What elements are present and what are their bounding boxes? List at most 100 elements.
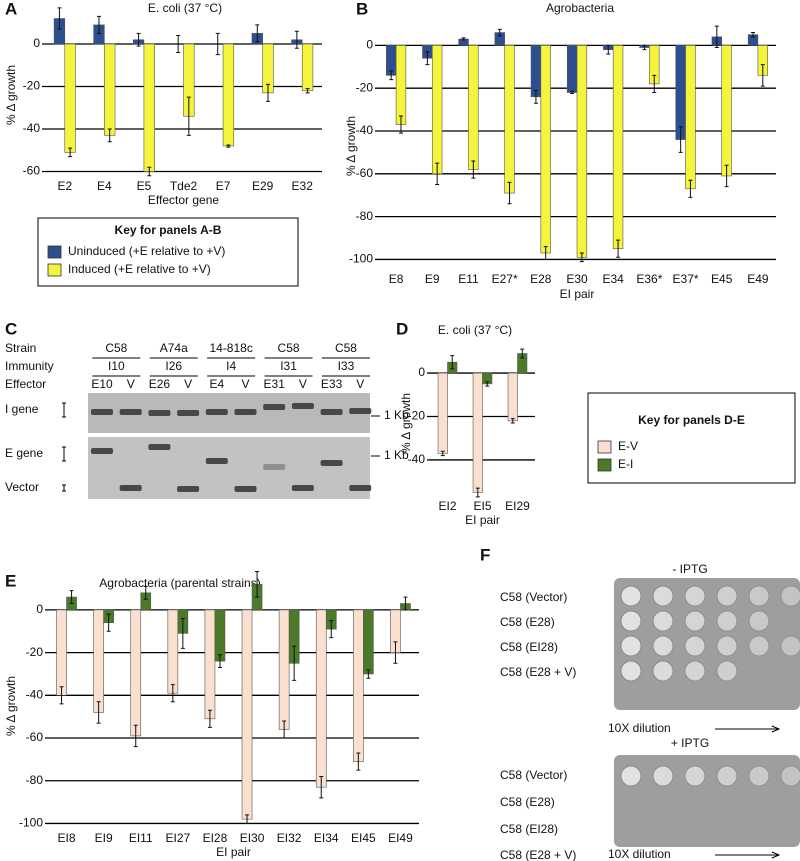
error-bar [760,64,765,87]
error-bar [176,35,181,53]
x-axis-label: EI pair [560,287,595,301]
bar [685,45,696,190]
bracket [62,402,66,418]
error-bar [751,32,756,38]
bar [56,609,67,696]
gel-band [291,485,314,491]
colony-spot [716,765,738,787]
row-header: Strain [5,341,36,355]
error-bar [107,128,112,143]
bar [130,609,142,737]
bar [468,45,479,170]
legend-swatch [47,263,62,277]
error-bar [485,381,490,387]
colony-spot [620,660,642,682]
gel-band [263,404,286,410]
gene-label: Vector [5,480,39,494]
colony-spot [780,765,800,787]
x-tick-label: EI32 [277,831,302,845]
colony-spot [652,660,674,682]
x-tick-label: E11 [458,272,479,286]
bar [222,43,235,147]
y-tick-label: -40 [26,687,44,701]
x-tick-label: EI9 [95,831,113,845]
bar [507,372,518,422]
x-tick-label: EI5 [473,499,491,513]
effector-label: E4 [209,377,224,391]
colony-spot [748,610,770,632]
error-bar [714,25,719,49]
error-bar [616,239,621,258]
error-bar [97,15,102,34]
x-tick-label: E37* [673,272,699,286]
legend-box [37,217,299,287]
y-tick-label: -20 [408,409,426,423]
error-bar [389,70,394,81]
colony-spot [716,660,738,682]
bar [530,45,542,98]
error-bar [475,487,480,498]
bar [278,609,290,730]
y-tick-label: 0 [36,602,43,616]
x-tick-label: EI45 [351,831,376,845]
legend-label: Induced (+E relative to +V) [68,262,211,276]
x-tick-label: E8 [389,272,404,286]
y-tick-label: -40 [408,452,426,466]
condition-title: - IPTG [672,562,707,576]
error-bar [319,775,324,799]
bar [93,609,104,713]
bar [204,609,216,720]
effector-label: E26 [149,377,171,391]
dilution-label: 10X dilution [608,847,671,861]
error-bar [393,641,398,664]
bar [472,372,483,493]
gene-label: I gene [5,402,39,416]
panel-label: F [480,545,490,564]
error-bar [579,252,584,263]
bar [540,45,551,254]
panel-label: C [5,319,17,338]
error-bar [606,44,611,55]
colony-spot [716,635,738,657]
x-tick-label: E5 [137,179,152,193]
error-bar [543,246,548,260]
bar [301,43,314,92]
bar [395,45,407,125]
colony-spot [684,660,706,682]
row-header: Effector [5,377,46,391]
row-header: Immunity [5,359,54,373]
gel-band [148,444,171,450]
strain-row-label: C58 (E28) [500,615,555,629]
chart-title: E. coli (37 °C) [148,1,222,15]
error-bar [170,684,175,703]
panel-label: A [5,0,17,18]
error-bar [461,37,466,41]
legend-label: E-V [618,439,638,453]
error-bar [217,654,222,669]
x-axis-label: EI pair [465,513,500,527]
error-bar [688,179,693,198]
x-tick-label: E7 [216,179,231,193]
y-tick-label: 0 [366,38,373,52]
x-tick-label: EI34 [314,831,339,845]
bar [431,45,443,175]
error-bar [215,32,220,56]
x-tick-label: EI29 [505,499,530,513]
gel-band [234,486,257,492]
x-tick-label: E30 [566,272,588,286]
error-bar [570,90,575,95]
error-bar [68,147,73,158]
gel-band [263,464,286,470]
colony-spot [684,765,706,787]
x-tick-label: E27* [492,272,518,286]
gel-band [234,409,257,415]
colony-spot [684,635,706,657]
strain-row-label: C58 (E28 + V) [500,848,576,861]
y-axis-label: % Δ growth [4,65,18,125]
error-bar [226,144,231,148]
error-bar [294,30,299,49]
legend-label: Uninduced (+E relative to +V) [68,244,225,258]
bar [104,43,116,136]
error-bar [652,74,657,93]
